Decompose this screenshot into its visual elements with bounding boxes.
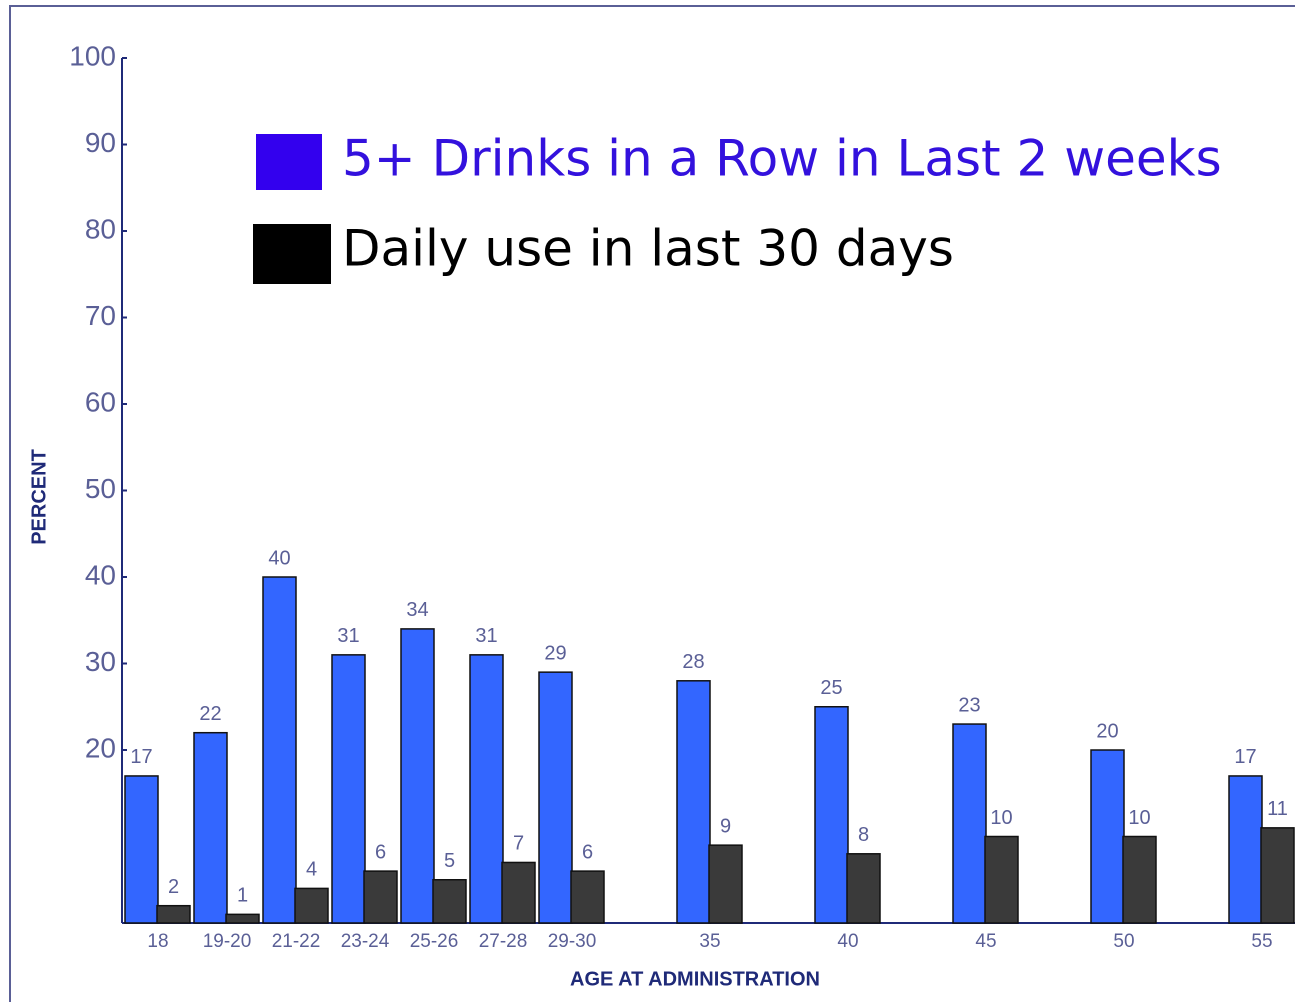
bar — [1122, 835, 1157, 924]
x-tick-label: 50 — [1113, 931, 1134, 952]
x-tick-label: 21-22 — [272, 931, 321, 952]
bar — [262, 576, 297, 924]
bar — [331, 654, 366, 924]
legend-label: 5+ Drinks in a Row in Last 2 weeks — [342, 130, 1222, 188]
y-tick-label: 100 — [69, 40, 116, 71]
x-tick-label: 23-24 — [341, 931, 390, 952]
bar-value-label: 4 — [306, 859, 317, 881]
bar — [193, 731, 228, 924]
bar — [846, 853, 881, 924]
bar — [225, 913, 260, 924]
bar — [984, 835, 1019, 924]
bar — [708, 844, 743, 924]
bar — [156, 904, 191, 924]
bar-value-label: 25 — [820, 677, 842, 699]
legend-swatch — [256, 134, 322, 190]
legend-swatch — [253, 224, 331, 284]
x-tick-label: 25-26 — [410, 931, 459, 952]
bar-value-label: 23 — [958, 694, 980, 716]
x-tick-label: 35 — [699, 931, 720, 952]
x-tick-label: 29-30 — [548, 931, 597, 952]
frame — [9, 5, 1295, 1002]
bar-value-label: 7 — [513, 833, 524, 855]
y-tick-label: 30 — [85, 646, 116, 677]
bar-value-label: 8 — [858, 824, 869, 846]
bar — [363, 870, 398, 924]
bar-value-label: 34 — [406, 599, 428, 621]
y-tick-label: 40 — [85, 559, 116, 590]
bar — [294, 887, 329, 924]
bar-value-label: 6 — [375, 841, 386, 863]
bar — [1260, 827, 1295, 924]
bar-value-label: 11 — [1267, 798, 1288, 820]
bar — [814, 706, 849, 924]
bar-value-label: 17 — [1234, 746, 1256, 768]
bar-value-label: 9 — [720, 815, 731, 837]
x-axis-title: AGE AT ADMINISTRATION — [570, 968, 820, 990]
y-tick-label: 50 — [85, 473, 116, 504]
x-tick-label: 19-20 — [203, 931, 252, 952]
bar-value-label: 10 — [990, 807, 1012, 829]
y-tick-label: 90 — [85, 127, 116, 158]
bar — [400, 628, 435, 924]
bar-value-label: 31 — [337, 625, 359, 647]
x-tick-label: 55 — [1251, 931, 1272, 952]
bar — [124, 775, 159, 924]
bar — [1228, 775, 1263, 924]
x-tick-label: 18 — [147, 931, 168, 952]
bar-value-label: 2 — [168, 876, 179, 898]
bar-value-label: 20 — [1096, 720, 1118, 742]
bar-value-label: 5 — [444, 850, 455, 872]
bar — [952, 723, 987, 924]
y-tick-label: 80 — [85, 213, 116, 244]
x-tick-label: 40 — [837, 931, 858, 952]
bar-value-label: 28 — [682, 651, 704, 673]
bar — [501, 861, 536, 924]
bar-value-label: 6 — [582, 841, 593, 863]
x-tick-label: 45 — [975, 931, 996, 952]
bar-value-label: 31 — [475, 625, 497, 647]
bar-value-label: 1 — [237, 885, 248, 907]
bar — [1090, 749, 1125, 924]
bar-value-label: 29 — [544, 642, 566, 664]
y-axis-title: PERCENT — [28, 449, 50, 545]
bar — [570, 870, 605, 924]
y-tick-label: 70 — [85, 300, 116, 331]
bar-value-label: 40 — [268, 547, 290, 569]
legend-label: Daily use in last 30 days — [342, 220, 954, 278]
bar-value-label: 10 — [1128, 807, 1150, 829]
y-tick-label: 20 — [85, 732, 116, 763]
y-tick-label: 60 — [85, 386, 116, 417]
bar-value-label: 17 — [130, 746, 152, 768]
bar — [538, 671, 573, 924]
bar — [432, 879, 467, 924]
x-tick-label: 27-28 — [479, 931, 528, 952]
bar — [676, 680, 711, 924]
bar — [469, 654, 504, 924]
bar-value-label: 22 — [199, 703, 221, 725]
